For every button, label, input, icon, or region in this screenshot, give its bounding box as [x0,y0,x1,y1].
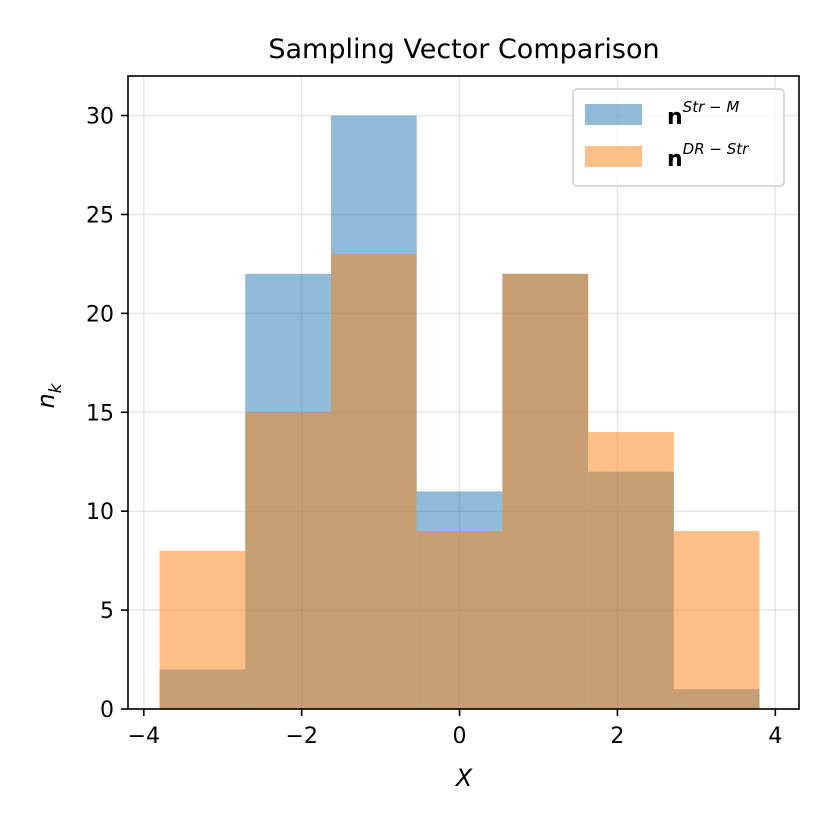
legend-label-2: nDR − Str [667,140,749,172]
y-tick-label: 20 [86,302,114,327]
y-axis-label: nk [32,382,66,408]
series-2-bars [159,254,760,709]
x-axis-label: X [454,764,473,792]
series-2-bar [416,530,503,709]
axes: −4 −2 0 2 4 0 5 10 15 20 25 30 [86,75,800,749]
x-tick-label: 2 [610,724,624,749]
chart-title: Sampling Vector Comparison [268,34,659,65]
histogram-bars [159,115,760,709]
legend-label-base: n [667,147,683,172]
y-axis-label-subscript: k [46,382,66,393]
x-tick-label: 0 [453,724,467,749]
legend-label-base: n [667,105,683,130]
x-tick-label: −4 [128,724,160,749]
x-tick-label: −2 [285,724,317,749]
y-tick-label: 10 [86,500,114,525]
series-2-bar [588,432,674,709]
series-2-bar [159,550,246,709]
series-2-bar [673,530,760,709]
y-tick-label: 25 [86,203,114,228]
series-2-bar [330,254,417,709]
y-axis-label-base: n [32,393,60,408]
x-tick-label: 4 [768,724,782,749]
y-tick-label: 15 [86,401,114,426]
series-2-bar [245,412,331,709]
legend-label-superscript: DR − Str [683,140,749,158]
y-tick-label: 30 [86,105,114,130]
y-tick-label: 5 [100,599,114,624]
legend-label-superscript: Str − M [683,98,740,116]
legend-swatch-2 [585,146,642,167]
legend-swatch-1 [585,104,642,125]
series-2-bar [502,273,589,709]
plot-frame [127,75,800,710]
legend-label-1: nStr − M [667,98,739,130]
y-tick-label: 0 [100,698,114,723]
